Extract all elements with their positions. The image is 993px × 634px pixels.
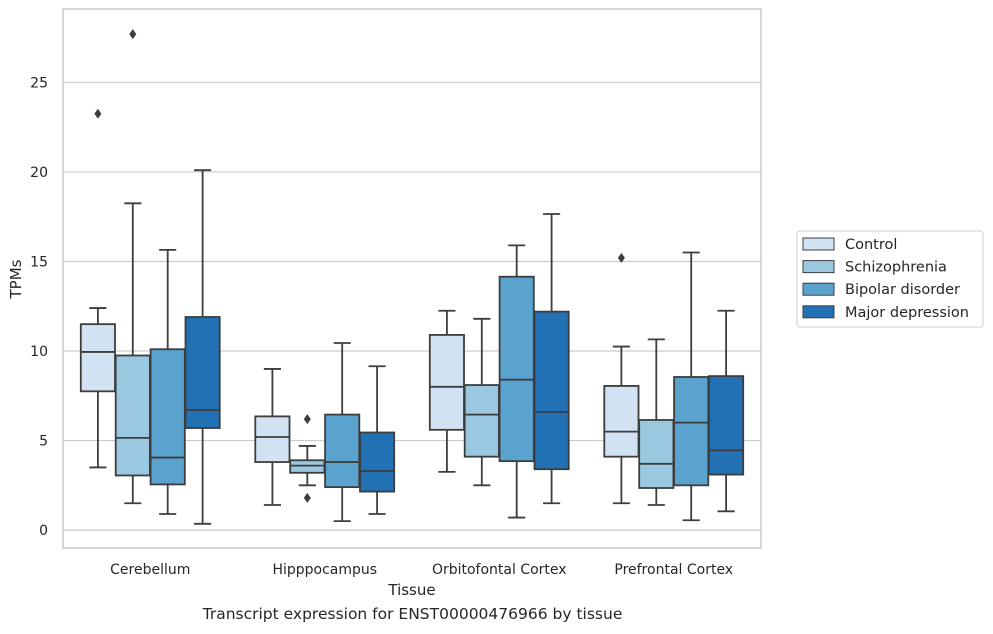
- box-bipolar-disorder-1: [324, 342, 361, 523]
- y-tick-label: 20: [30, 165, 48, 181]
- legend-label: Bipolar disorder: [845, 282, 960, 298]
- box-body: [603, 385, 640, 458]
- legend-swatch: [802, 305, 835, 319]
- box-major-depression-0: [184, 169, 221, 525]
- x-tick-labels: Cerebellum Hipppocampus Orbitofontal Corte…: [110, 562, 733, 578]
- box-control-1: [254, 368, 291, 506]
- legend-swatch: [802, 260, 835, 274]
- legend-label: Major depression: [845, 305, 969, 321]
- legend-label: Control: [845, 237, 897, 253]
- box-body: [673, 376, 710, 487]
- box-body: [184, 316, 221, 429]
- box-bipolar-disorder-0: [149, 248, 186, 515]
- box-body: [79, 323, 116, 393]
- outlier-point: [303, 414, 311, 425]
- y-tick-label: 10: [30, 344, 48, 360]
- box-body: [254, 415, 291, 463]
- box-schizophrenia-1: [289, 414, 326, 503]
- legend-frame: [796, 230, 984, 328]
- legend-label: Schizophrenia: [845, 260, 947, 276]
- plot-frame: [62, 8, 762, 549]
- box-major-depression-1: [359, 365, 396, 515]
- box-body: [428, 334, 465, 431]
- box-body: [533, 310, 570, 471]
- box-schizophrenia-0: [114, 29, 151, 505]
- x-tick-label: Hipppocampus: [272, 562, 377, 578]
- chart-caption: Transcript expression for ENST0000047696…: [202, 605, 623, 623]
- box-major-depression-3: [708, 309, 745, 513]
- outlier-point: [129, 29, 137, 40]
- legend: Control Schizophrenia Bipolar disorder Majo…: [796, 230, 984, 328]
- outlier-point: [303, 492, 311, 503]
- y-tick-labels: 0 5 10 15 20 25: [30, 75, 48, 539]
- box-body: [463, 384, 500, 458]
- y-tick-label: 0: [39, 523, 48, 539]
- legend-swatch: [802, 237, 835, 251]
- legend-swatch: [802, 282, 835, 296]
- y-axis-label: TPMs: [7, 259, 25, 299]
- outlier-point: [617, 252, 625, 263]
- x-axis-label: Tissue: [387, 581, 435, 599]
- box-body: [708, 375, 745, 476]
- boxes: [79, 29, 745, 525]
- box-control-3: [603, 252, 640, 505]
- box-schizophrenia-2: [463, 317, 500, 487]
- y-tick-label: 5: [39, 434, 48, 450]
- outlier-point: [94, 108, 102, 119]
- x-tick-label: Cerebellum: [110, 562, 190, 578]
- box-body: [149, 348, 186, 486]
- y-tick-label: 15: [30, 254, 48, 270]
- box-body: [324, 413, 361, 489]
- box-body: [114, 354, 151, 477]
- box-major-depression-2: [533, 213, 570, 505]
- box-bipolar-disorder-2: [498, 244, 535, 519]
- x-tick-label: Prefrontal Cortex: [614, 562, 733, 578]
- box-control-0: [79, 108, 116, 469]
- y-tick-label: 25: [30, 75, 48, 91]
- box-schizophrenia-3: [638, 338, 675, 506]
- x-tick-label: Orbitofontal Cortex: [432, 562, 567, 578]
- box-body: [638, 419, 675, 489]
- box-body: [498, 275, 535, 463]
- box-body: [359, 431, 396, 493]
- box-bipolar-disorder-3: [673, 251, 710, 522]
- box-control-2: [428, 309, 465, 473]
